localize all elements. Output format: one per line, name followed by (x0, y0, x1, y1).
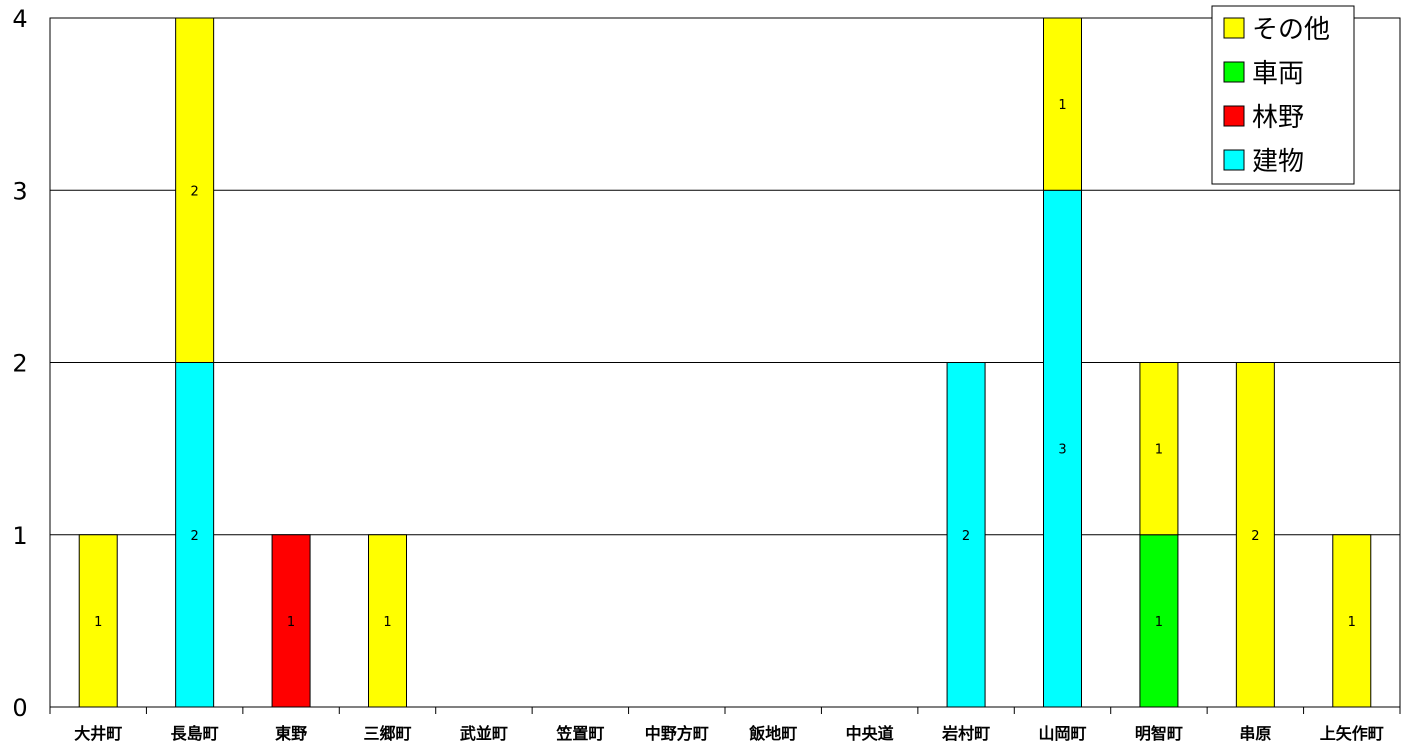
legend-swatch (1223, 149, 1245, 171)
data-label: 2 (191, 529, 199, 544)
bar-segment (175, 17, 215, 363)
x-tick-label: 串原 (1239, 724, 1271, 743)
x-tick-label: 中野方町 (645, 724, 709, 743)
axes: 0 1 2 3 4 大井町 長島町 東野 三郷町 武並町 笠置町 中野方町 飯地町 中央道 岩村町 山岡町 明智… (12, 5, 1401, 743)
x-tick-label: 笠置町 (555, 724, 604, 743)
bar-segment (1139, 534, 1179, 708)
bar-segment (78, 534, 118, 708)
x-tick-label: 岩村町 (941, 724, 990, 743)
data-label: 3 (1058, 443, 1066, 458)
data-label: 1 (1058, 98, 1066, 113)
data-label: 1 (94, 615, 102, 630)
x-tick-label: 中央道 (846, 724, 894, 743)
x-tick-label: 明智町 (1135, 724, 1183, 743)
data-label: 1 (383, 615, 391, 630)
bar-segment (1235, 362, 1275, 708)
y-tick-label: 4 (12, 5, 27, 33)
bar-segment (368, 534, 407, 708)
gridlines (50, 17, 1400, 536)
data-label: 2 (1251, 529, 1259, 544)
legend-swatch (1223, 17, 1245, 39)
bar-segment (946, 362, 986, 708)
bars (78, 17, 1372, 708)
legend-label: 車両 (1252, 59, 1304, 89)
data-label: 1 (287, 615, 295, 630)
data-label: 1 (1155, 615, 1163, 630)
y-tick-label: 1 (12, 522, 27, 550)
x-tick-label: 長島町 (171, 724, 219, 743)
y-tick-label: 0 (12, 694, 27, 722)
data-labels: 1 2 2 1 1 2 3 1 1 1 2 1 (94, 98, 1356, 630)
x-tick-label: 山岡町 (1038, 724, 1086, 743)
data-label: 1 (1348, 615, 1356, 630)
bar-segment (1332, 534, 1372, 708)
bar-segment (271, 534, 311, 708)
data-label: 2 (191, 184, 199, 199)
legend-label: 林野 (1252, 103, 1304, 133)
x-tick-label: 飯地町 (748, 724, 797, 743)
legend-swatch (1223, 61, 1245, 83)
x-tick-label: 武並町 (460, 724, 508, 743)
data-label: 1 (1155, 443, 1163, 458)
x-tick-label: 三郷町 (363, 724, 411, 743)
legend-swatch (1223, 105, 1245, 127)
data-label: 2 (962, 529, 970, 544)
x-tick-label: 大井町 (74, 724, 122, 743)
legend-label: 建物 (1252, 147, 1304, 177)
y-tick-label: 3 (12, 177, 27, 205)
bar-segment (1043, 17, 1082, 191)
bar-segment (1043, 189, 1082, 708)
legend-label: その他 (1252, 15, 1330, 45)
x-tick-label: 東野 (275, 724, 307, 743)
y-tick-label: 2 (12, 350, 27, 378)
x-tick-label: 上矢作町 (1320, 724, 1384, 743)
bar-segment (1139, 362, 1179, 536)
